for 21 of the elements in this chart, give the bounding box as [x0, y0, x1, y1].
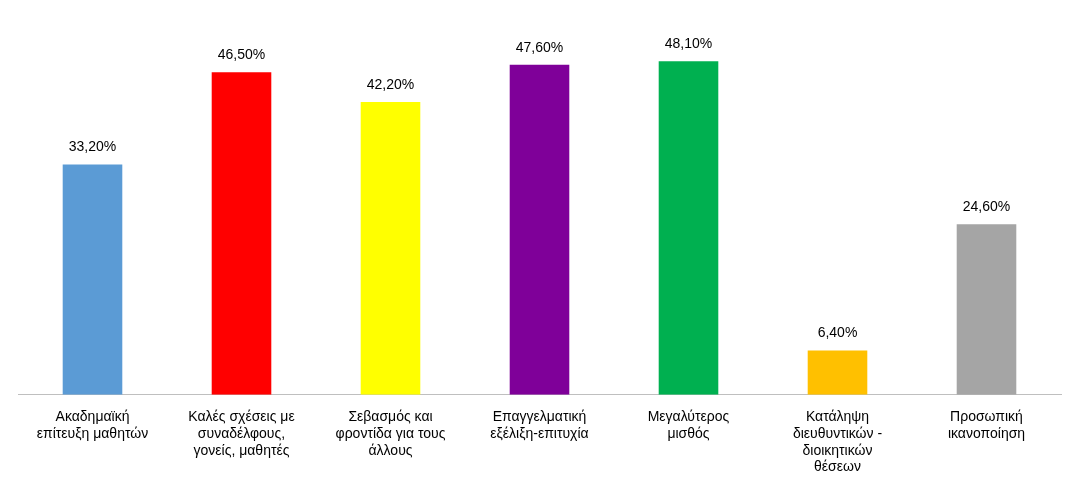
data-label: 42,20%: [366, 75, 415, 92]
bar: [360, 102, 421, 395]
bar: [509, 64, 570, 395]
data-label: 6,40%: [817, 324, 858, 341]
x-tick-label: Μεγαλύτερος μισθός: [647, 408, 730, 441]
data-label: 47,60%: [515, 38, 564, 55]
data-label: 24,60%: [962, 198, 1011, 215]
data-label: 46,50%: [217, 46, 266, 63]
bar: [956, 224, 1017, 395]
x-tick-label: Καλές σχέσεις με συναδέλφους, γονείς, μαθητές: [188, 408, 295, 458]
x-tick-label: Σεβασμός και φροντίδα για τους άλλους: [335, 408, 446, 458]
bar: [658, 61, 719, 395]
x-tick-label: Επαγγελματική εξέλιξη-επιτυχία: [490, 408, 589, 441]
x-tick-label: Προσωπική ικανοποίηση: [947, 408, 1026, 441]
data-label: 33,20%: [68, 138, 117, 155]
data-label: 48,10%: [664, 35, 713, 52]
bar: [807, 350, 868, 395]
bar: [211, 72, 272, 395]
x-tick-label: Ακαδημαϊκή επίτευξη μαθητών: [36, 408, 149, 441]
x-tick-label: Κατάληψη διευθυντικών - διοικητικών θέσεων: [792, 408, 883, 475]
bar: [62, 164, 123, 395]
